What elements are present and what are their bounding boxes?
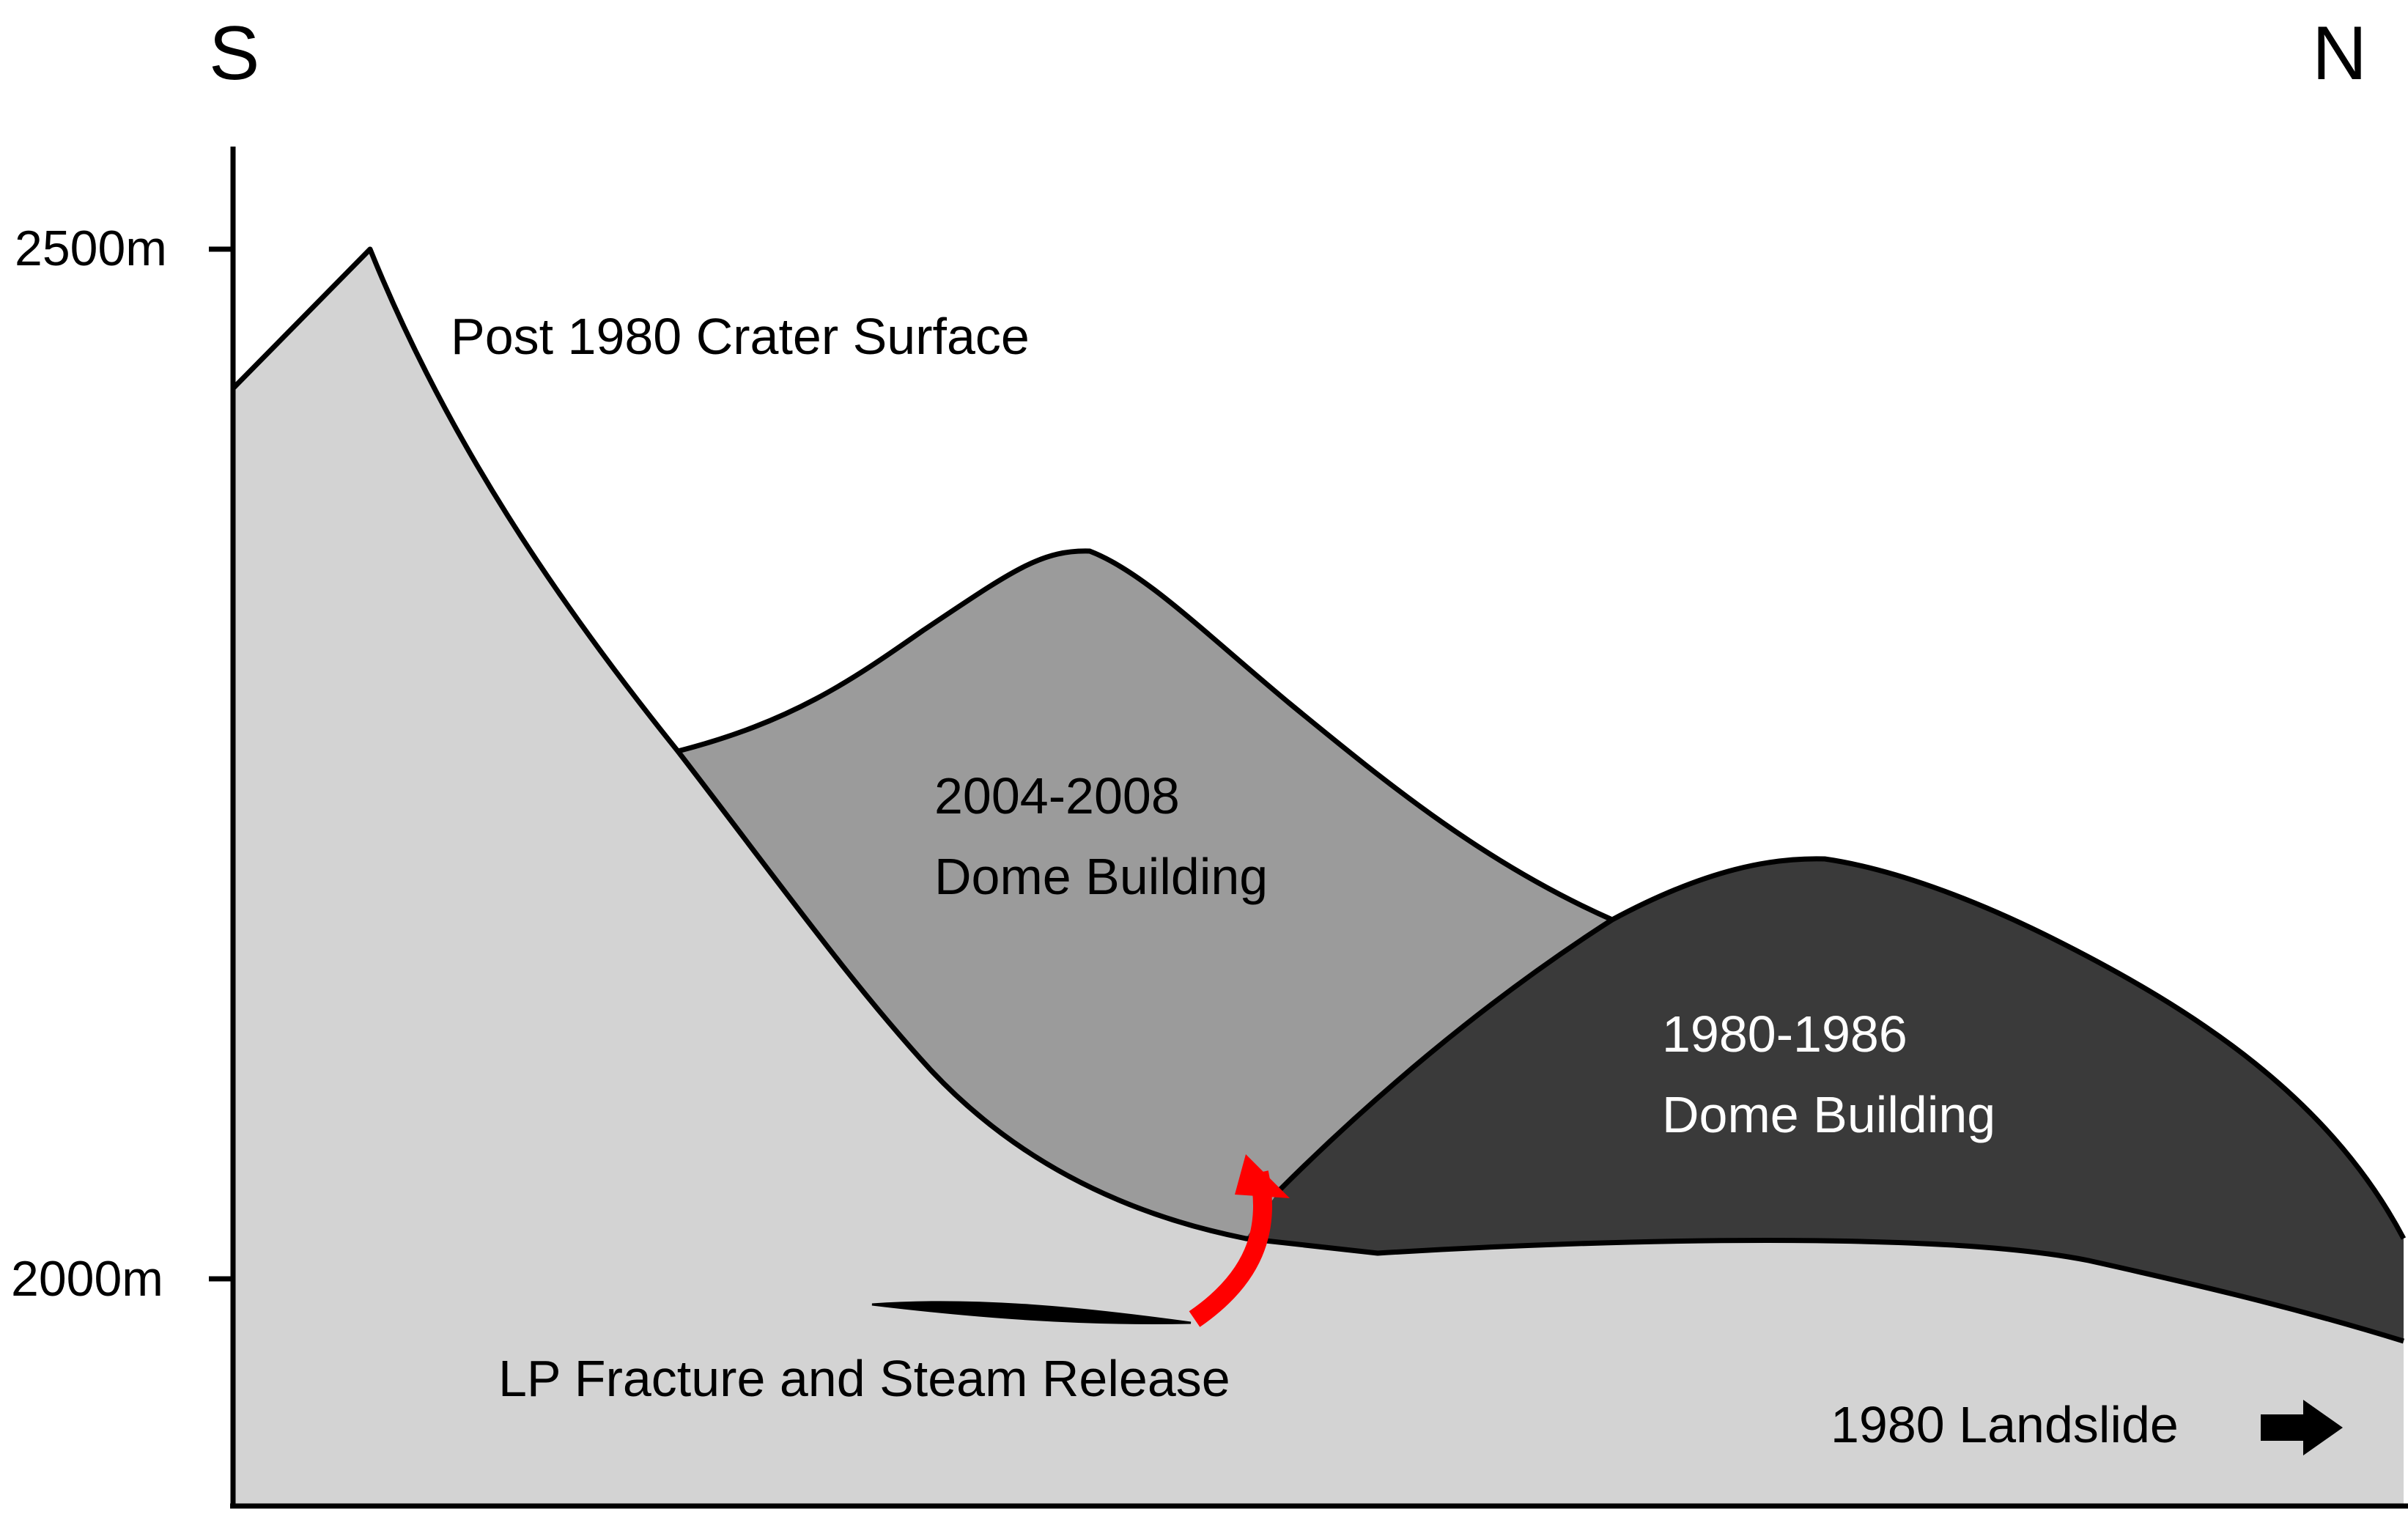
compass-south-label: S bbox=[209, 11, 259, 96]
dome-1980-label-line2: Dome Building bbox=[1662, 1086, 1995, 1143]
tick-label-2000m: 2000m bbox=[11, 1251, 163, 1307]
dome-2004-2008-outline bbox=[677, 548, 1614, 923]
fracture-lens-shape bbox=[871, 1301, 1192, 1325]
crater-surface-label: Post 1980 Crater Surface bbox=[451, 308, 1030, 365]
post-1980-crater-surface-line bbox=[231, 246, 2405, 1344]
lp-fracture-label: LP Fracture and Steam Release bbox=[498, 1350, 1230, 1407]
dome-2004-label-line2: Dome Building bbox=[934, 848, 1268, 905]
dome-2004-2008-area bbox=[678, 550, 1612, 1239]
crater-body-area bbox=[233, 249, 2404, 1506]
dome-1980-label-line1: 1980-1986 bbox=[1662, 1005, 1907, 1063]
compass-north-label: N bbox=[2312, 11, 2367, 96]
dome-1980-1986-outline bbox=[1277, 856, 2407, 1240]
dome-2004-label-line1: 2004-2008 bbox=[934, 767, 1180, 824]
curved-up-arrow-head bbox=[1235, 1154, 1290, 1198]
dome-1980-1986-area bbox=[1246, 858, 2404, 1341]
right-arrow-icon bbox=[2261, 1400, 2343, 1455]
tick-label-2500m: 2500m bbox=[15, 221, 167, 276]
landslide-label: 1980 Landslide bbox=[1831, 1396, 2179, 1453]
